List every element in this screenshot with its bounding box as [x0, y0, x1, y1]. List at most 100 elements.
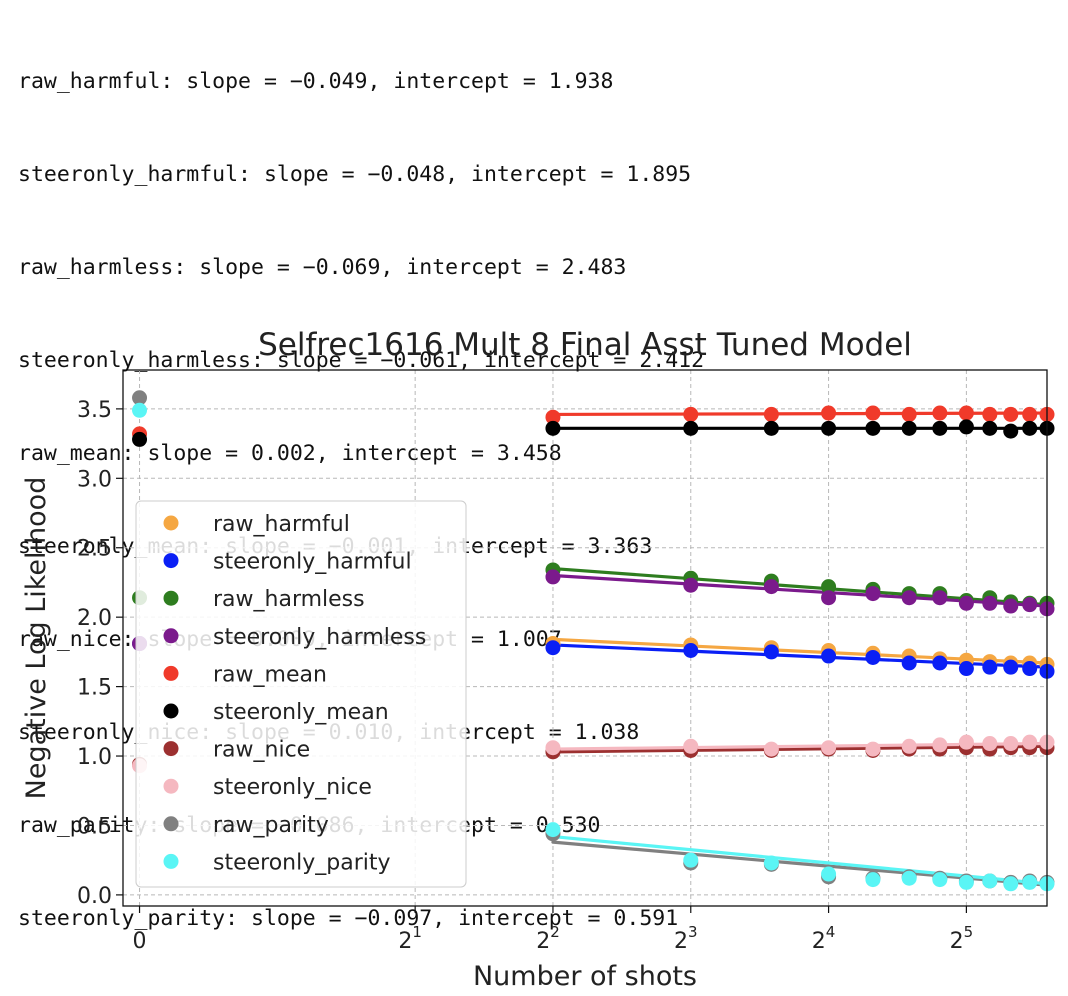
- point-steeronly-harmless: [982, 595, 998, 611]
- point-raw-harmless: [821, 579, 837, 595]
- legend-label-raw-harmful: raw_harmful: [213, 512, 350, 537]
- y-tick-label: 3.5: [77, 398, 112, 423]
- point-steeronly-parity: [901, 870, 917, 886]
- point-steeronly-harmless: [821, 590, 837, 606]
- point-steeronly-mean: [958, 419, 974, 435]
- legend-label-raw-harmless: raw_harmless: [213, 587, 365, 612]
- plot-frame: [122, 369, 1048, 907]
- fit-line-steeronly-harmless: steeronly_harmless: slope = −0.061, inte…: [18, 348, 705, 373]
- point-steeronly-nice: [1003, 736, 1019, 752]
- chart-title: Selfrec1616 Mult 8 Final Asst Tuned Mode…: [258, 327, 912, 363]
- legend-label-steeronly-harmful: steeronly_harmful: [213, 550, 412, 575]
- fit-line-raw-mean: raw_mean: slope = 0.002, intercept = 3.4…: [18, 441, 562, 466]
- point-steeronly-parity: [683, 852, 699, 868]
- y-tick-label: 0.5: [77, 814, 112, 839]
- legend: raw_harmful steeronly_harmful raw_harmless…: [135, 500, 467, 888]
- point-steeronly-harmful: [958, 661, 974, 677]
- x-axis-label: Number of shots: [473, 961, 697, 992]
- legend-marker-steeronly-nice: [163, 778, 179, 794]
- legend-label-steeronly-parity: steeronly_parity: [213, 850, 391, 875]
- point-steeronly-nice: [763, 741, 779, 757]
- y-tick-label: 3.0: [77, 467, 112, 492]
- point-steeronly-harmful: [683, 642, 699, 658]
- point-steeronly-mean: [545, 420, 561, 436]
- legend-label-steeronly-harmless: steeronly_harmless: [213, 625, 426, 650]
- point-steeronly-parity: [132, 402, 148, 418]
- point-steeronly-nice: [865, 741, 881, 757]
- point-steeronly-parity: [821, 866, 837, 882]
- point-steeronly-harmless: [932, 590, 948, 606]
- point-steeronly-harmful: [932, 655, 948, 671]
- legend-marker-raw-parity: [163, 816, 179, 832]
- y-tick-label: 1.5: [77, 676, 112, 701]
- point-steeronly-mean: [901, 420, 917, 436]
- fit-lines-layer: [551, 411, 1049, 887]
- fit-line-steeronly-parity: [551, 834, 1049, 886]
- point-steeronly-parity: [958, 874, 974, 890]
- point-steeronly-harmful: [545, 640, 561, 656]
- point-raw-mean: [545, 409, 561, 425]
- fit-line-raw-harmless: raw_harmless: slope = −0.069, intercept …: [18, 255, 627, 280]
- point-raw-mean: [1022, 406, 1038, 422]
- x-tick-label: 25: [950, 923, 974, 954]
- point-steeronly-mean: [821, 420, 837, 436]
- legend-box: [135, 500, 467, 888]
- point-raw-mean: [932, 405, 948, 421]
- point-steeronly-nice: [932, 737, 948, 753]
- x-tick-exponent: 3: [688, 923, 698, 941]
- point-steeronly-mean: [132, 431, 148, 447]
- legend-marker-raw-harmless: [163, 590, 179, 606]
- y-axis-label: Negative Log Likelihood: [21, 477, 52, 800]
- point-steeronly-harmless: [1022, 597, 1038, 613]
- point-steeronly-mean: [982, 420, 998, 436]
- point-steeronly-harmless: [683, 577, 699, 593]
- point-raw-parity: [132, 390, 148, 406]
- x-tick-exponent: 1: [412, 923, 422, 941]
- legend-marker-raw-nice: [163, 741, 179, 757]
- point-steeronly-parity: [865, 872, 881, 888]
- point-raw-mean: [865, 405, 881, 421]
- point-steeronly-harmless: [763, 579, 779, 595]
- x-tick-label: 24: [812, 923, 836, 954]
- legend-label-steeronly-mean: steeronly_mean: [213, 700, 389, 725]
- point-steeronly-harmful: [763, 644, 779, 660]
- point-steeronly-mean: [1022, 420, 1038, 436]
- point-steeronly-harmful: [821, 648, 837, 664]
- point-steeronly-nice: [1022, 734, 1038, 750]
- legend-marker-steeronly-mean: [163, 703, 179, 719]
- y-tick-label: 2.5: [77, 537, 112, 562]
- nll-chart: Selfrec1616 Mult 8 Final Asst Tuned Mode…: [21, 327, 1055, 992]
- point-steeronly-mean: [683, 420, 699, 436]
- legend-label-raw-nice: raw_nice: [213, 738, 310, 763]
- point-raw-mean: [763, 406, 779, 422]
- point-steeronly-harmless: [865, 586, 881, 602]
- legend-marker-steeronly-harmless: [163, 628, 179, 644]
- point-steeronly-mean: [865, 420, 881, 436]
- x-tick-exponent: 2: [550, 923, 560, 941]
- x-tick-label: 22: [536, 923, 560, 954]
- x-tick-label: 0: [133, 929, 147, 954]
- point-steeronly-mean: [932, 420, 948, 436]
- y-tick-label: 0.0: [77, 884, 112, 909]
- x-tick-label: 23: [674, 923, 698, 954]
- x-tick-label: 21: [398, 923, 422, 954]
- point-steeronly-mean: [1003, 423, 1019, 439]
- x-tick-exponent: 4: [826, 923, 836, 941]
- point-raw-mean: [958, 405, 974, 421]
- legend-marker-steeronly-parity: [163, 853, 179, 869]
- point-steeronly-harmless: [958, 595, 974, 611]
- fit-line-raw-harmful: raw_harmful: slope = −0.049, intercept =…: [18, 69, 614, 94]
- point-steeronly-nice: [958, 734, 974, 750]
- point-steeronly-parity: [1022, 874, 1038, 890]
- point-steeronly-harmless: [545, 569, 561, 585]
- point-steeronly-parity: [982, 873, 998, 889]
- legend-label-steeronly-nice: steeronly_nice: [213, 775, 372, 800]
- point-raw-mean: [821, 405, 837, 421]
- point-steeronly-parity: [763, 855, 779, 871]
- point-steeronly-parity: [932, 872, 948, 888]
- legend-marker-raw-harmful: [163, 515, 179, 531]
- point-steeronly-harmful: [1003, 659, 1019, 675]
- legend-label-raw-parity: raw_parity: [213, 813, 329, 838]
- y-tick-label: 1.0: [77, 745, 112, 770]
- point-raw-mean: [683, 406, 699, 422]
